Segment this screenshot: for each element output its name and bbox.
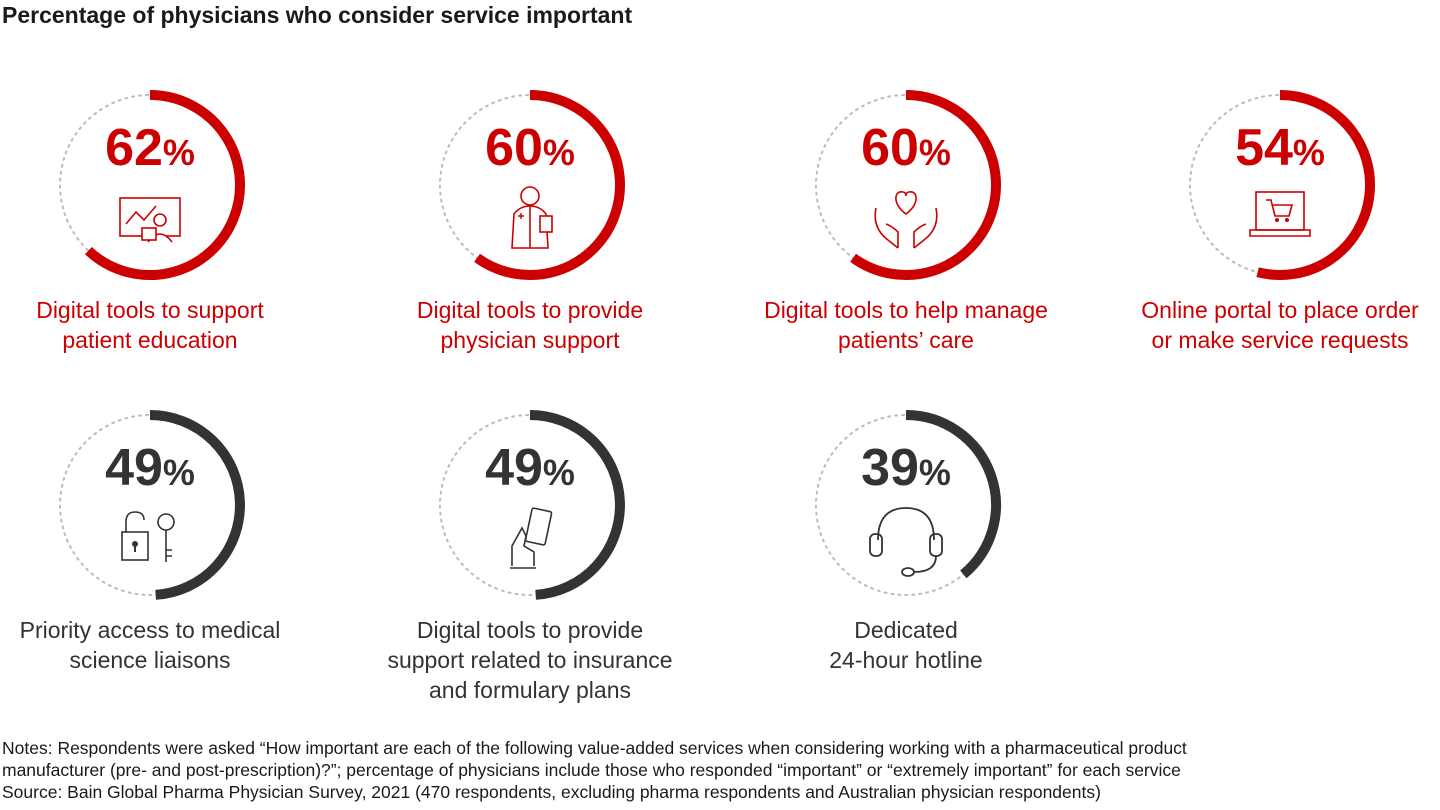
- heart-hands-icon: [874, 191, 938, 249]
- chart-title: Percentage of physicians who consider se…: [2, 2, 633, 28]
- gauge-value-label: 60%: [485, 119, 575, 177]
- gauge-category-label-line: science liaisons: [69, 647, 231, 673]
- gauge-category-label-line: support related to insurance: [387, 647, 673, 673]
- gauge-ring: 60%: [815, 90, 1001, 280]
- lock-key-icon: [121, 511, 175, 562]
- gauge-category-label: Priority access to medical science liaiso…: [0, 615, 330, 675]
- gauge-category-label-line: Priority access to medical: [19, 617, 281, 643]
- notes-line-1: Notes: Respondents were asked “How impor…: [2, 738, 1187, 758]
- headset-icon: [869, 507, 943, 577]
- notes: Notes: Respondents were asked “How impor…: [2, 737, 1438, 803]
- presentation-icon: [119, 197, 181, 243]
- gauge-ring: 54%: [1189, 90, 1376, 280]
- gauge-value-arc: [84, 90, 245, 280]
- gauge-value-arc: [1256, 90, 1376, 280]
- gauge-card: 39% Dedicated 24-hour hotline: [726, 405, 1086, 675]
- gauge-category-label: Digital tools to provide support related …: [350, 615, 710, 705]
- gauge-value-label: 62%: [105, 119, 195, 177]
- gauge-value-label: 49%: [105, 439, 195, 497]
- gauge-value-arc: [905, 410, 1002, 579]
- gauge-category-label: Digital tools to help manage patients’ ca…: [726, 295, 1086, 355]
- gauge-value-label: 54%: [1235, 119, 1325, 177]
- gauge-ring: 49%: [59, 410, 245, 600]
- notes-line-3: Source: Bain Global Pharma Physician Sur…: [2, 782, 1101, 802]
- gauge-ring: 60%: [439, 90, 625, 280]
- gauge-ring: 62%: [59, 90, 245, 280]
- laptop-cart-icon: [1249, 191, 1311, 237]
- gauge-category-label-line: patient education: [62, 327, 238, 353]
- gauge-category-label: Digital tools to support patient educatio…: [0, 295, 330, 355]
- gauge-value-label: 39%: [861, 439, 951, 497]
- gauge-category-label-line: Digital tools to help manage: [764, 297, 1048, 323]
- hand-card-icon: [510, 507, 553, 569]
- gauge-category-label-line: Digital tools to provide: [416, 617, 644, 643]
- gauge-category-label-line: patients’ care: [838, 327, 974, 353]
- gauge-value-label: 49%: [485, 439, 575, 497]
- gauge-category-label: Dedicated 24-hour hotline: [726, 615, 1086, 675]
- gauge-card: 49% Priority access to medical science lia…: [0, 405, 330, 675]
- gauge-value-arc: [529, 410, 625, 600]
- gauge-category-label-line: or make service requests: [1151, 327, 1409, 353]
- gauge-category-label-line: and formulary plans: [429, 677, 631, 703]
- physician-icon: [511, 186, 553, 249]
- gauge-category-label: Online portal to place order or make serv…: [1100, 295, 1440, 355]
- gauge-card: 60% Digital tools to help manage patients’…: [726, 85, 1086, 355]
- notes-line-2: manufacturer (pre- and post-prescription…: [2, 760, 1181, 780]
- gauge-category-label-line: physician support: [440, 327, 620, 353]
- gauge-value-arc: [850, 90, 1001, 280]
- gauge-category-label-line: Digital tools to support: [36, 297, 264, 323]
- gauge-ring: 39%: [815, 410, 1002, 596]
- gauge-value-label: 60%: [861, 119, 951, 177]
- gauge-card: 54% Online portal to place order or make s…: [1100, 85, 1440, 355]
- gauge-card: 49% Digital tools to provide support relat…: [350, 405, 710, 705]
- gauge-card: 62% Digital tools to support patient educa…: [0, 85, 330, 355]
- gauge-category-label: Digital tools to provide physician suppor…: [350, 295, 710, 355]
- gauge-card: 60% Digital tools to provide physician sup…: [350, 85, 710, 355]
- gauge-value-arc: [149, 410, 245, 600]
- gauge-value-arc: [474, 90, 625, 280]
- gauge-category-label-line: Online portal to place order: [1141, 297, 1419, 323]
- gauge-category-label-line: 24-hour hotline: [829, 647, 983, 673]
- gauge-category-label-line: Digital tools to provide: [416, 297, 644, 323]
- gauge-category-label-line: Dedicated: [854, 617, 958, 643]
- gauge-ring: 49%: [439, 410, 625, 600]
